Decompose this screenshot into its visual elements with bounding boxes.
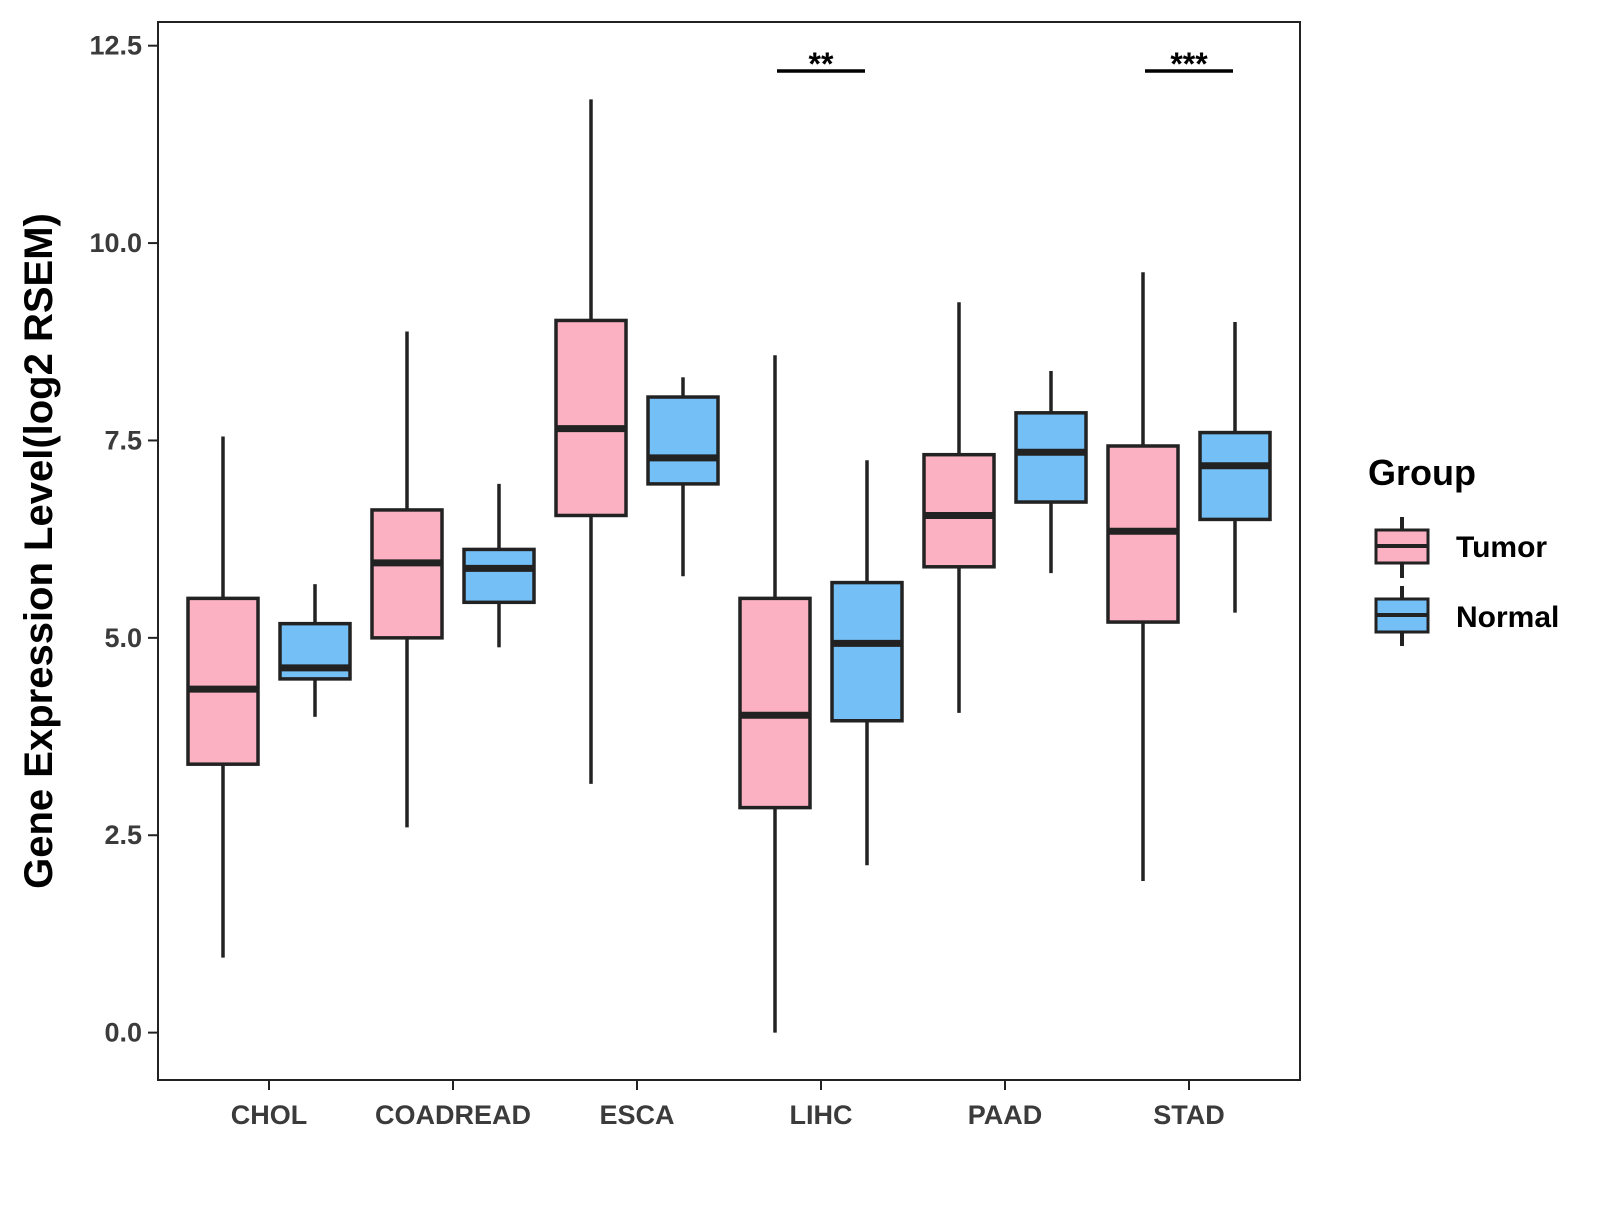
box-tumor-stad [1106, 272, 1180, 882]
y-tick-label: 10.0 [89, 228, 142, 258]
box-normal-coadread [462, 483, 536, 648]
y-tick-label: 12.5 [89, 31, 142, 61]
series-normal [278, 322, 1272, 866]
x-tick-label: CHOL [231, 1100, 308, 1130]
iqr-box [1198, 430, 1272, 522]
significance-label: ** [809, 46, 834, 82]
y-tick-label: 7.5 [104, 425, 142, 455]
y-axis-label: Gene Expression Level(log2 RSEM) [17, 213, 61, 889]
iqr-box [186, 596, 260, 766]
iqr-box [738, 596, 812, 810]
legend: Group Tumor Normal [1368, 452, 1559, 646]
box-tumor-chol [186, 436, 260, 958]
box-tumor-paad [922, 302, 996, 713]
box-normal-chol [278, 584, 352, 717]
y-tick-label: 0.0 [104, 1018, 142, 1048]
box-tumor-esca [554, 99, 628, 784]
iqr-box [462, 547, 536, 605]
x-tick-label: ESCA [599, 1100, 674, 1130]
box-normal-stad [1198, 322, 1272, 613]
significance-annotations: ** *** [777, 46, 1233, 82]
box-tumor-lihc [738, 355, 812, 1033]
box-normal-paad [1014, 370, 1088, 574]
y-axis: 0.0 2.5 5.0 7.5 10.0 12.5 [89, 31, 158, 1048]
x-tick-label: COADREAD [375, 1100, 531, 1130]
iqr-box [830, 580, 904, 723]
y-tick-label: 2.5 [104, 820, 142, 850]
legend-key-tumor [1374, 517, 1430, 578]
iqr-box [554, 318, 628, 518]
significance-label: *** [1170, 46, 1208, 82]
legend-label-normal: Normal [1456, 601, 1559, 634]
legend-label-tumor: Tumor [1456, 531, 1547, 564]
x-tick-label: STAD [1153, 1100, 1225, 1130]
iqr-box [1014, 411, 1088, 504]
box-normal-lihc [830, 460, 904, 866]
iqr-box [922, 452, 996, 569]
box-normal-esca [646, 377, 720, 577]
x-tick-label: LIHC [790, 1100, 853, 1130]
legend-title: Group [1368, 452, 1476, 493]
legend-item-normal: Normal [1374, 586, 1559, 646]
y-tick-label: 5.0 [104, 623, 142, 653]
legend-item-tumor: Tumor [1374, 517, 1547, 578]
iqr-box [646, 395, 720, 486]
box-tumor-coadread [370, 331, 444, 828]
legend-key-normal [1374, 586, 1430, 646]
iqr-box [370, 508, 444, 640]
x-tick-label: PAAD [968, 1100, 1043, 1130]
x-axis: CHOL COADREAD ESCA LIHC PAAD STAD [231, 1080, 1225, 1130]
series-tumor [186, 99, 1180, 1033]
